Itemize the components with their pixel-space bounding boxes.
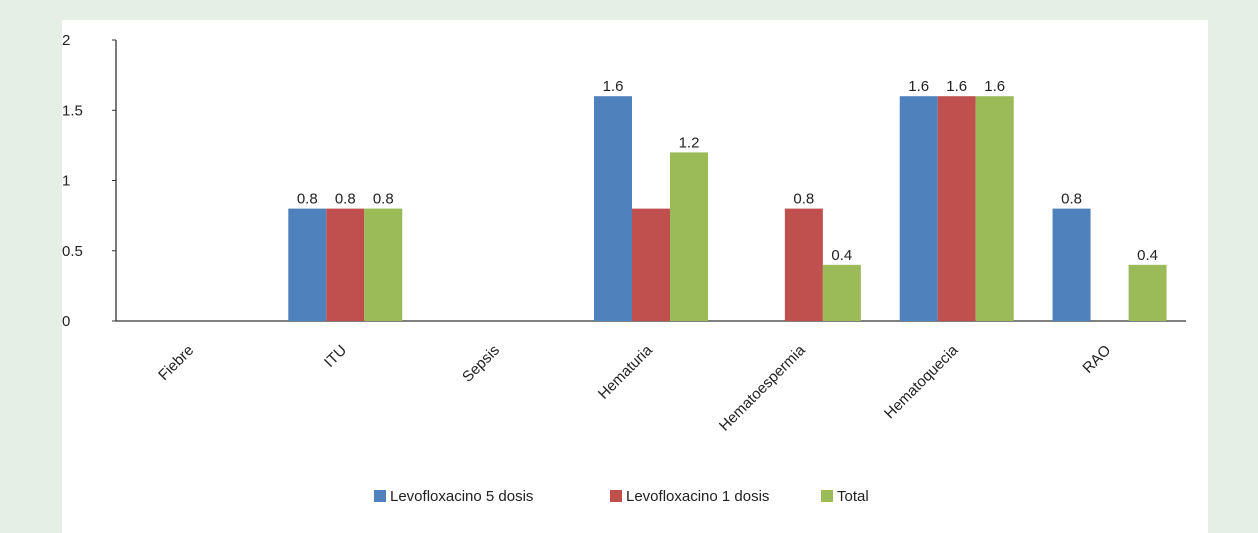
bar [1128, 264, 1167, 321]
data-label: 1.6 [908, 78, 929, 95]
bars [288, 96, 1167, 321]
data-label: 0.4 [831, 247, 852, 264]
bar [975, 96, 1014, 321]
data-label: 1.2 [679, 134, 700, 151]
data-labels: 0.8 0.8 0.8 1.6 1.2 0.8 0.4 1.6 1.6 1.6 0.8 0.4 [297, 78, 1158, 264]
legend: Levofloxacino 5 dosis Levofloxacino 1 dos… [374, 488, 869, 505]
y-tick-label: 0.5 [62, 243, 83, 260]
legend-swatch [821, 490, 833, 502]
data-label: 0.8 [335, 191, 356, 208]
data-label: 0.8 [793, 191, 814, 208]
bar [899, 96, 938, 321]
y-axis-ticks: 0 0.5 1 1.5 2 [62, 32, 116, 330]
category-label: Hematuria [595, 341, 656, 402]
category-label: Fiebre [155, 342, 197, 384]
y-tick-label: 1.5 [62, 102, 83, 119]
data-label: 0.8 [1061, 191, 1082, 208]
bar [594, 96, 632, 321]
bar [822, 264, 861, 321]
category-label: RAO [1079, 342, 1114, 377]
data-label: 1.6 [946, 78, 967, 95]
y-tick-label: 2 [62, 32, 70, 49]
data-label: 0.4 [1137, 247, 1158, 264]
y-tick-label: 1 [62, 173, 70, 190]
bar [288, 208, 327, 321]
data-label: 0.8 [297, 191, 318, 208]
legend-swatch [374, 490, 386, 502]
legend-label: Levofloxacino 1 dosis [626, 488, 769, 505]
bar [937, 96, 976, 321]
chart-panel: 0 0.5 1 1.5 2 0.8 0.8 0.8 1.6 1.2 0.8 0.4 1.6 1.6 1.6… [62, 20, 1208, 533]
legend-swatch [610, 490, 622, 502]
category-label: Sepsis [459, 342, 503, 386]
data-label: 1.6 [984, 78, 1005, 95]
bar [784, 208, 823, 321]
bar-chart: 0 0.5 1 1.5 2 0.8 0.8 0.8 1.6 1.2 0.8 0.4 1.6 1.6 1.6… [62, 32, 1186, 505]
category-label: Hematoquecia [881, 341, 962, 422]
bar [326, 208, 365, 321]
bar [670, 152, 708, 321]
data-label: 0.8 [373, 191, 394, 208]
bar [1052, 208, 1091, 321]
category-label: ITU [321, 342, 350, 371]
legend-label: Total [837, 488, 869, 505]
data-label: 1.6 [603, 78, 624, 95]
y-tick-label: 0 [62, 313, 70, 330]
category-labels: Fiebre ITU Sepsis Hematuria Hematoespermia He… [155, 341, 1114, 434]
legend-label: Levofloxacino 5 dosis [390, 488, 533, 505]
bar [364, 208, 403, 321]
bar [632, 208, 670, 321]
category-label: Hematoespermia [716, 341, 809, 434]
